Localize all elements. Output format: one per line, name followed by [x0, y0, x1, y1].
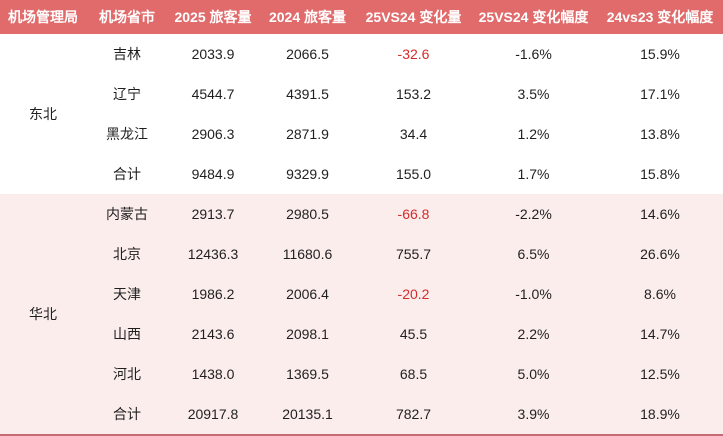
change-cell: 782.7: [357, 394, 470, 434]
pax-2024-cell: 20135.1: [258, 394, 357, 434]
change-cell: 68.5: [357, 354, 470, 394]
region-cell-huabei: 华北: [0, 194, 86, 434]
pax-2025-cell: 9484.9: [168, 154, 258, 194]
province-cell: 合计: [86, 394, 168, 434]
pax-2025-cell: 2906.3: [168, 114, 258, 154]
province-cell: 黑龙江: [86, 114, 168, 154]
change-cell: 155.0: [357, 154, 470, 194]
pct-24v23-cell: 26.6%: [597, 234, 723, 274]
change-cell: 34.4: [357, 114, 470, 154]
pax-2024-cell: 2980.5: [258, 194, 357, 234]
pax-2025-cell: 2143.6: [168, 314, 258, 354]
header-province: 机场省市: [86, 0, 168, 34]
change-cell: -66.8: [357, 194, 470, 234]
pax-2024-cell: 2098.1: [258, 314, 357, 354]
pax-2025-cell: 4544.7: [168, 74, 258, 114]
pax-2024-cell: 2006.4: [258, 274, 357, 314]
table-row: 华北 内蒙古 2913.7 2980.5 -66.8 -2.2% 14.6%: [0, 194, 723, 434]
pax-2025-cell: 1438.0: [168, 354, 258, 394]
header-pax-2024: 2024 旅客量: [258, 0, 357, 34]
change-cell: 45.5: [357, 314, 470, 354]
change-cell: -20.2: [357, 274, 470, 314]
pax-2024-cell: 9329.9: [258, 154, 357, 194]
province-cell: 天津: [86, 274, 168, 314]
province-cell: 合计: [86, 154, 168, 194]
province-cell: 吉林: [86, 34, 168, 74]
table-row: 天津 1986.2 2006.4 -20.2 -1.0% 8.6%: [0, 274, 723, 314]
pct-24v23-cell: 15.8%: [597, 154, 723, 194]
pct-25v24-cell: 2.2%: [470, 314, 597, 354]
pct-25v24-cell: 1.7%: [470, 154, 597, 194]
pct-25v24-cell: -2.2%: [470, 194, 597, 234]
pct-25v24-cell: 5.0%: [470, 354, 597, 394]
pax-2025-cell: 1986.2: [168, 274, 258, 314]
pct-25v24-cell: 3.5%: [470, 74, 597, 114]
pax-2025-cell: 20917.8: [168, 394, 258, 434]
pax-2024-cell: 2066.5: [258, 34, 357, 74]
table-row: 辽宁 4544.7 4391.5 153.2 3.5% 17.1%: [0, 74, 723, 114]
pct-24v23-cell: 15.9%: [597, 34, 723, 74]
header-change-amount: 25VS24 变化量: [357, 0, 470, 34]
header-authority: 机场管理局: [0, 0, 86, 34]
table-row: 东北 吉林 2033.9 2066.5 -32.6 -1.6% 15.9%: [0, 34, 723, 194]
province-cell: 山西: [86, 314, 168, 354]
pax-2025-cell: 2033.9: [168, 34, 258, 74]
pct-25v24-cell: 3.9%: [470, 394, 597, 434]
pct-24v23-cell: 18.9%: [597, 394, 723, 434]
pax-2025-cell: 12436.3: [168, 234, 258, 274]
pax-2025-cell: 2913.7: [168, 194, 258, 234]
table-row-total: 合计 20917.8 20135.1 782.7 3.9% 18.9%: [0, 394, 723, 434]
table-row: 山西 2143.6 2098.1 45.5 2.2% 14.7%: [0, 314, 723, 354]
pct-24v23-cell: 17.1%: [597, 74, 723, 114]
header-change-pct-24v23: 24vs23 变化幅度: [597, 0, 723, 34]
table-body: 东北 吉林 2033.9 2066.5 -32.6 -1.6% 15.9% 辽宁…: [0, 34, 723, 434]
pct-24v23-cell: 14.6%: [597, 194, 723, 234]
pax-2024-cell: 4391.5: [258, 74, 357, 114]
table-header: 机场管理局 机场省市 2025 旅客量 2024 旅客量 25VS24 变化量 …: [0, 0, 723, 34]
table-row: 河北 1438.0 1369.5 68.5 5.0% 12.5%: [0, 354, 723, 394]
header-pax-2025: 2025 旅客量: [168, 0, 258, 34]
header-change-pct-25v24: 25VS24 变化幅度: [470, 0, 597, 34]
pct-24v23-cell: 8.6%: [597, 274, 723, 314]
pct-25v24-cell: 6.5%: [470, 234, 597, 274]
change-cell: 755.7: [357, 234, 470, 274]
province-cell: 河北: [86, 354, 168, 394]
pax-2024-cell: 1369.5: [258, 354, 357, 394]
header-row: 机场管理局 机场省市 2025 旅客量 2024 旅客量 25VS24 变化量 …: [0, 0, 723, 34]
province-cell: 内蒙古: [86, 194, 168, 234]
pct-25v24-cell: 1.2%: [470, 114, 597, 154]
table-row: 北京 12436.3 11680.6 755.7 6.5% 26.6%: [0, 234, 723, 274]
table-row: 黑龙江 2906.3 2871.9 34.4 1.2% 13.8%: [0, 114, 723, 154]
province-cell: 辽宁: [86, 74, 168, 114]
pct-25v24-cell: -1.0%: [470, 274, 597, 314]
region-cell-dongbei: 东北: [0, 34, 86, 194]
pax-2024-cell: 2871.9: [258, 114, 357, 154]
pct-24v23-cell: 13.8%: [597, 114, 723, 154]
pax-2024-cell: 11680.6: [258, 234, 357, 274]
province-cell: 北京: [86, 234, 168, 274]
change-cell: 153.2: [357, 74, 470, 114]
pct-25v24-cell: -1.6%: [470, 34, 597, 74]
change-cell: -32.6: [357, 34, 470, 74]
table-row-total: 合计 9484.9 9329.9 155.0 1.7% 15.8%: [0, 154, 723, 194]
pct-24v23-cell: 12.5%: [597, 354, 723, 394]
pct-24v23-cell: 14.7%: [597, 314, 723, 354]
